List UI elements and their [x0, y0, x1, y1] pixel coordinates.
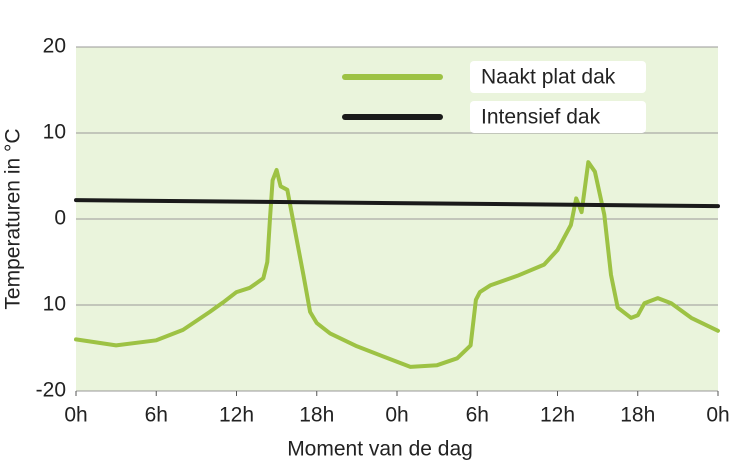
- legend-label: Naakt plat dak: [481, 66, 616, 89]
- x-axis-label: Moment van de dag: [287, 438, 473, 461]
- y-tick-label: 10: [43, 293, 66, 316]
- y-tick-label: 10: [43, 121, 66, 144]
- x-tick-label: 18h: [299, 404, 334, 427]
- y-tick-label: 20: [43, 35, 66, 58]
- x-tick-label: 6h: [466, 404, 489, 427]
- y-tick-label: 0: [54, 207, 66, 230]
- x-tick-label: 0h: [706, 404, 729, 427]
- line: [74, 198, 720, 209]
- line: [74, 160, 720, 369]
- legend-box: [470, 101, 646, 133]
- x-tick-label: 0h: [64, 404, 87, 427]
- y-axis-label: Temperaturen in °C: [2, 128, 25, 309]
- x-tick-label: 12h: [540, 404, 575, 427]
- x-tick-label: 18h: [620, 404, 655, 427]
- x-tick-label: 12h: [219, 404, 254, 427]
- x-tick-label: 0h: [385, 404, 408, 427]
- x-tick-label: 6h: [145, 404, 168, 427]
- legend-label: Intensief dak: [481, 106, 601, 129]
- legend-box: [470, 61, 646, 93]
- y-tick-label: -20: [36, 379, 66, 402]
